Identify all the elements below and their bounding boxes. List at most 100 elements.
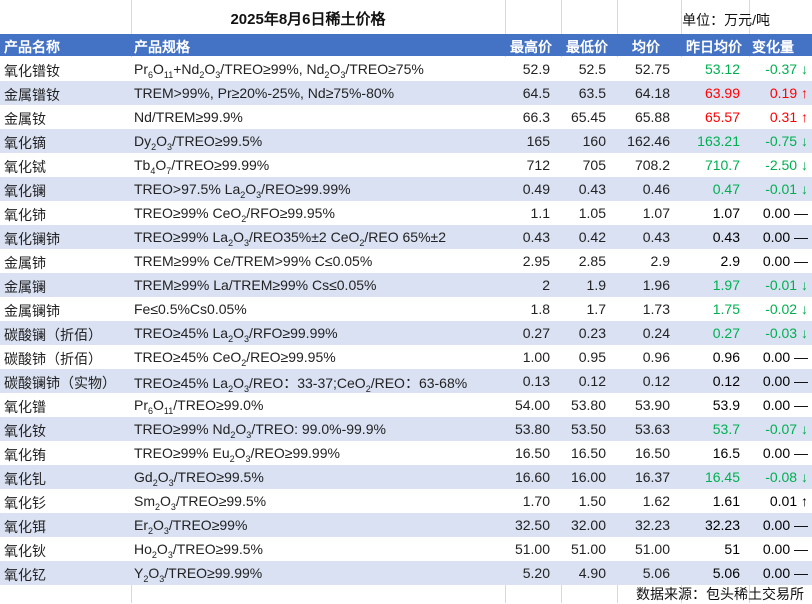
high-price: 66.3 <box>522 109 550 125</box>
low-price: 0.12 <box>578 373 606 389</box>
product-spec: TREO≥99% La2O3/REO35%±2 CeO2/REO 65%±2 <box>134 229 447 248</box>
avg-price: 708.2 <box>634 157 670 173</box>
price-change: 0.00 — <box>762 229 808 245</box>
data-source: 数据来源：包头稀土交易所 <box>636 586 804 602</box>
high-price: 54.00 <box>514 397 550 413</box>
product-spec: Pr6O11/TREO≥99.0% <box>134 397 264 416</box>
price-change: 0.00 — <box>762 517 808 533</box>
product-spec: TREO≥99% Nd2O3/TREO: 99.0%-99.9% <box>134 421 386 440</box>
high-price: 53.80 <box>514 421 550 437</box>
price-change: 0.00 — <box>762 565 808 581</box>
prev-avg-price: 5.06 <box>712 565 740 581</box>
prev-avg-price: 53.9 <box>712 397 740 413</box>
product-spec: Sm2O3/TREO≥99.5% <box>134 493 267 512</box>
product-spec: Gd2O3/TREO≥99.5% <box>134 469 264 488</box>
price-change: 0.19 ↑ <box>769 85 808 101</box>
high-price: 0.27 <box>522 325 550 341</box>
product-name: 氧化钬 <box>4 543 46 559</box>
avg-price: 53.63 <box>634 421 670 437</box>
table-row: 氧化铈 TREO≥99% CeO2/RFO≥99.95% 1.1 1.05 1.07 1.… <box>0 201 812 225</box>
price-change: 0.00 — <box>762 541 808 557</box>
price-change: 0.01 ↑ <box>769 493 808 509</box>
price-change: -2.50 ↓ <box>765 157 808 173</box>
header-avg: 均价 <box>632 39 660 55</box>
prev-avg-price: 0.27 <box>712 325 740 341</box>
avg-price: 0.12 <box>642 373 670 389</box>
table-row: 氧化钐 Sm2O3/TREO≥99.5% 1.70 1.50 1.62 1.61 0.01 … <box>0 489 812 513</box>
avg-price: 0.96 <box>642 349 670 365</box>
price-change: -0.01 ↓ <box>765 181 808 197</box>
product-name: 碳酸镧（折佰） <box>4 327 102 343</box>
product-name: 氧化镝 <box>4 135 46 151</box>
low-price: 16.00 <box>570 469 606 485</box>
prev-avg-price: 65.57 <box>704 109 740 125</box>
high-price: 16.50 <box>514 445 550 461</box>
product-spec: TREO≥99% Eu2O3/REO≥99.99% <box>134 445 340 464</box>
high-price: 2.95 <box>522 253 550 269</box>
price-change: 0.00 — <box>762 445 808 461</box>
high-price: 16.60 <box>514 469 550 485</box>
prev-avg-price: 1.61 <box>712 493 740 509</box>
product-name: 氧化铕 <box>4 447 46 463</box>
avg-price: 0.24 <box>642 325 670 341</box>
product-name: 金属镨钕 <box>4 87 60 103</box>
avg-price: 51.00 <box>634 541 670 557</box>
prev-avg-price: 63.99 <box>704 85 740 101</box>
high-price: 51.00 <box>514 541 550 557</box>
table-row: 氧化铕 TREO≥99% Eu2O3/REO≥99.99% 16.50 16.50 16… <box>0 441 812 465</box>
table-row: 碳酸镧铈（实物） TREO≥45% La2O3/REO：33-37;CeO2/RE… <box>0 369 812 393</box>
product-name: 氧化钕 <box>4 423 46 439</box>
table-row: 氧化铽 Tb4O7/TREO≥99.99% 712 705 708.2 710.7 -2.5… <box>0 153 812 177</box>
prev-avg-price: 16.45 <box>704 469 740 485</box>
product-name: 碳酸铈（折佰） <box>4 351 102 367</box>
high-price: 1.00 <box>522 349 550 365</box>
product-name: 金属铈 <box>4 255 46 271</box>
prev-avg-price: 1.75 <box>712 301 740 317</box>
avg-price: 53.90 <box>634 397 670 413</box>
product-name: 氧化铒 <box>4 519 46 535</box>
prev-avg-price: 0.12 <box>712 373 740 389</box>
table-row: 氧化镧 TREO>97.5% La2O3/REO≥99.99% 0.49 0.43 0.… <box>0 177 812 201</box>
low-price: 160 <box>582 133 606 149</box>
prev-avg-price: 16.5 <box>712 445 740 461</box>
avg-price: 64.18 <box>634 85 670 101</box>
product-name: 金属镧 <box>4 279 46 295</box>
low-price: 63.5 <box>578 85 606 101</box>
header-name: 产品名称 <box>4 39 60 55</box>
product-spec: Dy2O3/TREO≥99.5% <box>134 133 263 152</box>
avg-price: 16.37 <box>634 469 670 485</box>
low-price: 51.00 <box>570 541 606 557</box>
high-price: 32.50 <box>514 517 550 533</box>
table-row: 金属铈 TREM≥99% Ce/TREM>99% C≤0.05% 2.95 2.85 2… <box>0 249 812 273</box>
price-change: -0.01 ↓ <box>765 277 808 293</box>
product-name: 氧化钆 <box>4 471 46 487</box>
low-price: 2.85 <box>578 253 606 269</box>
table-row: 金属镨钕 TREM>99%, Pr≥20%-25%, Nd≥75%-80% 64.5… <box>0 81 812 105</box>
prev-avg-price: 53.12 <box>704 61 740 77</box>
price-change: 0.00 — <box>762 373 808 389</box>
price-change: -0.08 ↓ <box>765 469 808 485</box>
product-spec: Tb4O7/TREO≥99.99% <box>134 157 270 176</box>
low-price: 1.50 <box>578 493 606 509</box>
low-price: 53.80 <box>570 397 606 413</box>
prev-avg-price: 0.96 <box>712 349 740 365</box>
price-change: -0.37 ↓ <box>765 61 808 77</box>
product-spec: Er2O3/TREO≥99% <box>134 517 248 536</box>
prev-avg-price: 1.07 <box>712 205 740 221</box>
product-spec: TREO≥45% La2O3/RFO≥99.99% <box>134 325 338 344</box>
price-change: -0.75 ↓ <box>765 133 808 149</box>
avg-price: 0.43 <box>642 229 670 245</box>
price-change: 0.00 — <box>762 205 808 221</box>
header-high: 最高价 <box>510 39 552 55</box>
avg-price: 1.96 <box>642 277 670 293</box>
low-price: 1.05 <box>578 205 606 221</box>
price-change: -0.07 ↓ <box>765 421 808 437</box>
price-change: 0.00 — <box>762 397 808 413</box>
product-spec: Nd/TREM≥99.9% <box>134 109 243 125</box>
product-spec: Pr6O11+Nd2O3/TREO≥99%, Nd2O3/TREO≥75% <box>134 61 424 80</box>
product-spec: Fe≤0.5%Cs0.05% <box>134 301 247 317</box>
product-spec: TREO≥45% CeO2/REO≥99.95% <box>134 349 336 368</box>
product-name: 氧化钇 <box>4 567 46 583</box>
prev-avg-price: 32.23 <box>704 517 740 533</box>
